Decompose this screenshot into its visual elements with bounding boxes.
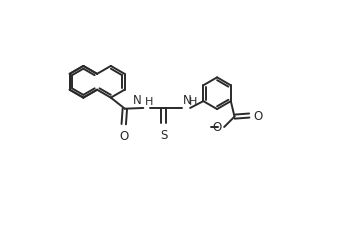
- Text: H: H: [145, 96, 153, 106]
- Text: O: O: [212, 121, 222, 134]
- Text: H: H: [188, 96, 197, 106]
- Text: O: O: [119, 129, 129, 142]
- Text: N: N: [133, 93, 142, 106]
- Text: O: O: [253, 110, 262, 122]
- Text: S: S: [160, 129, 167, 142]
- Text: N: N: [183, 93, 191, 106]
